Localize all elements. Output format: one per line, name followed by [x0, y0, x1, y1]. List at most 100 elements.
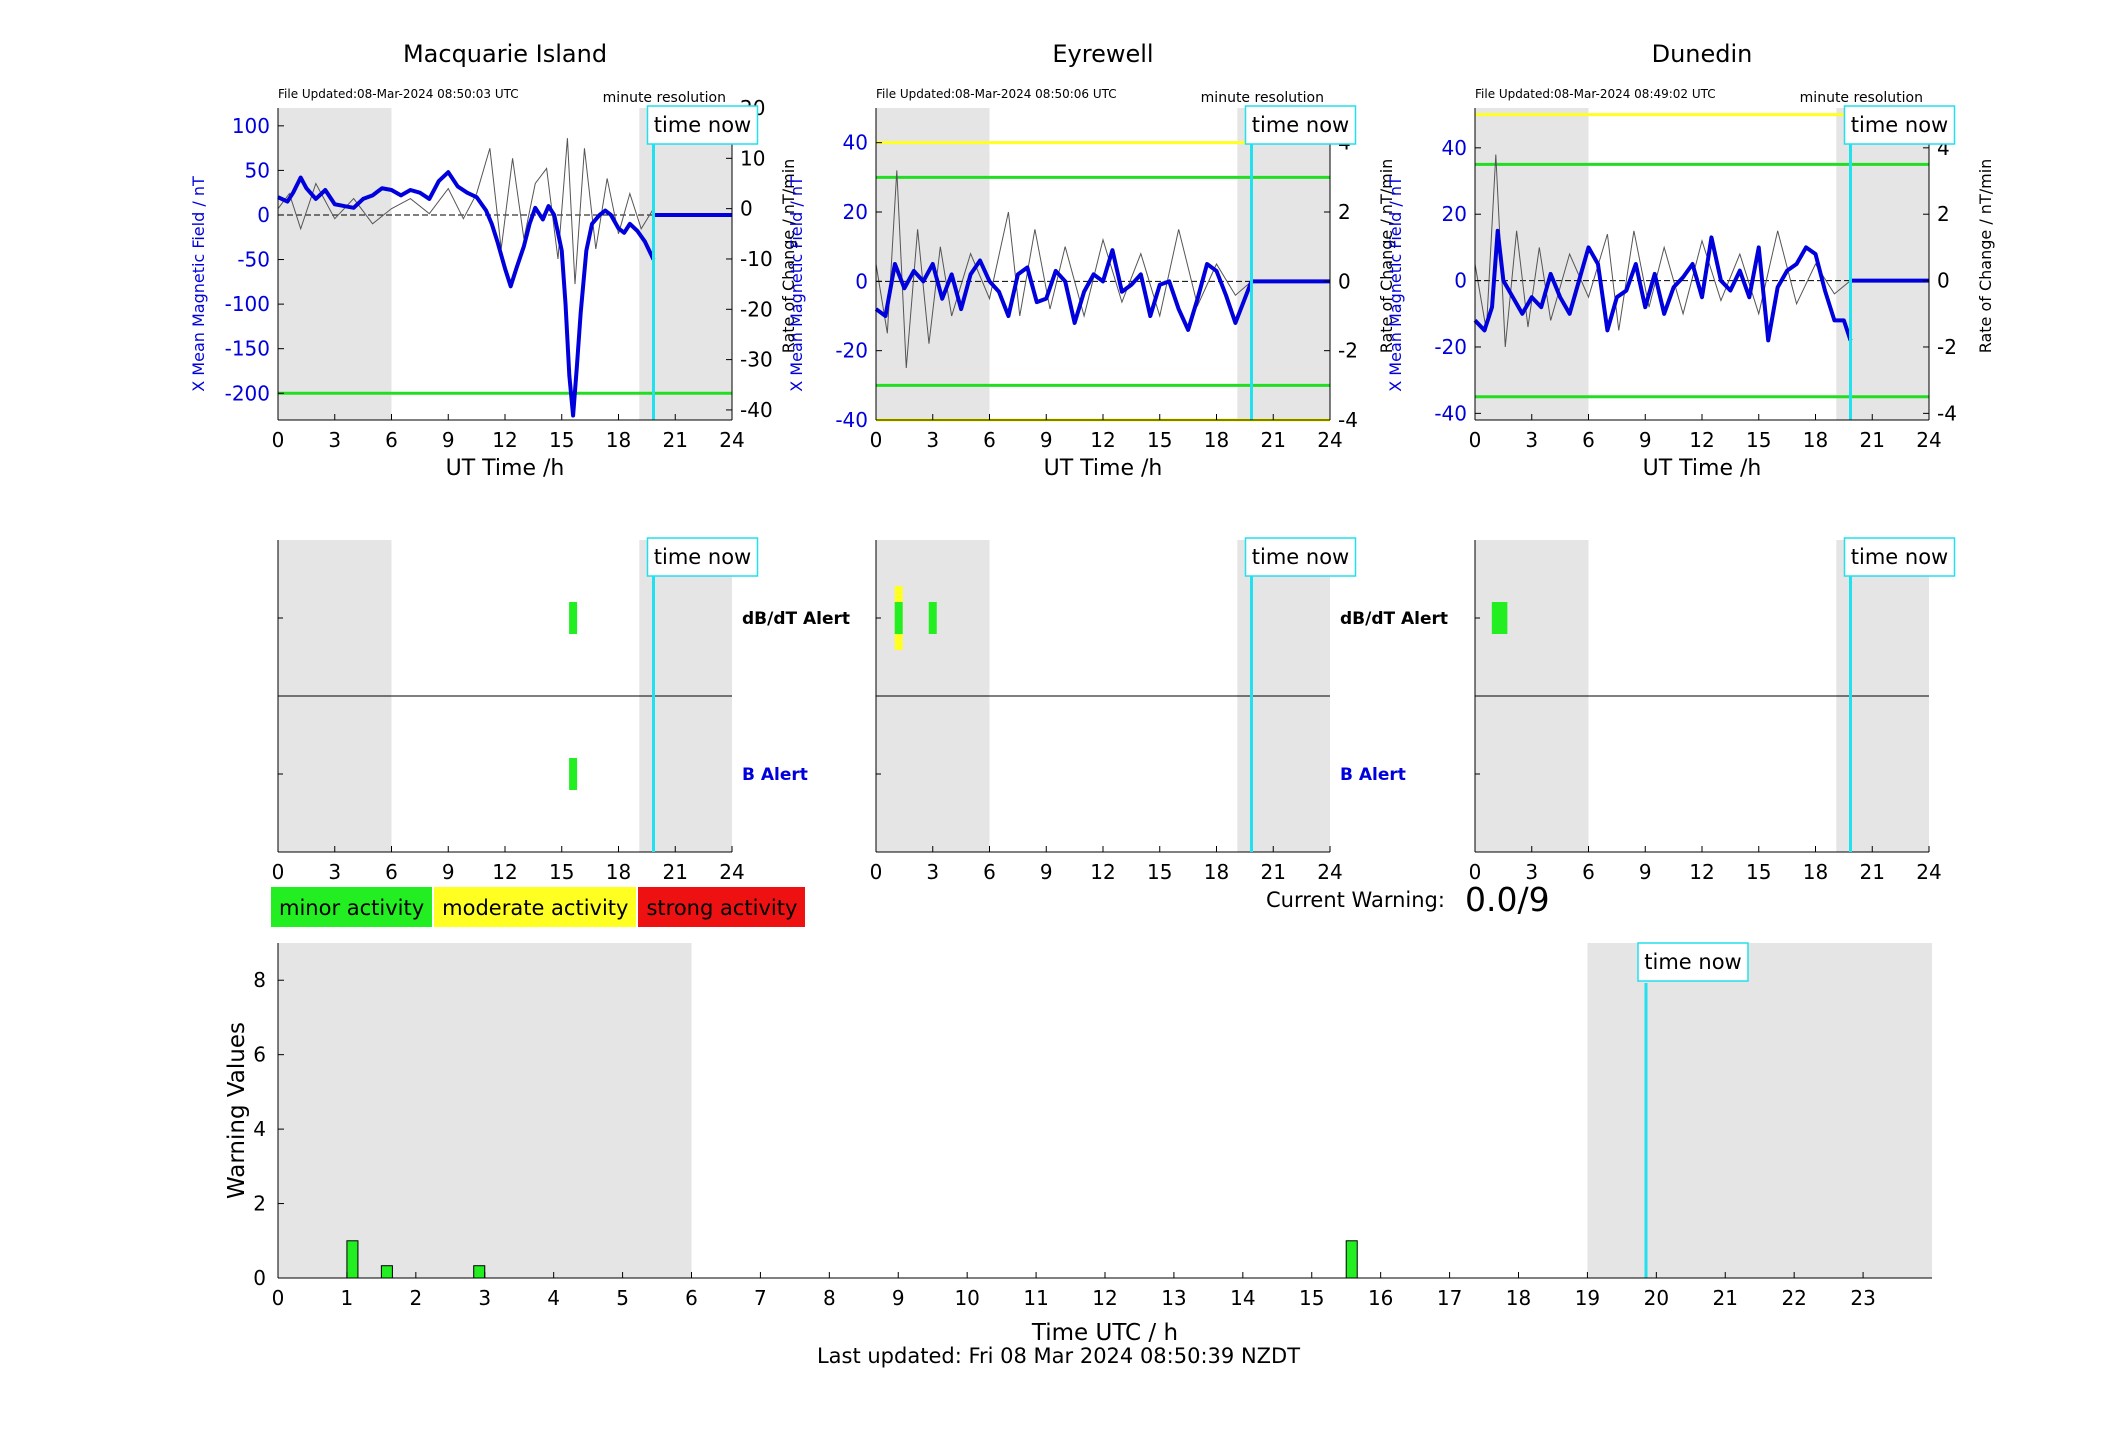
x-tick-label: 24: [1317, 860, 1342, 884]
y-axis-label-left: X Mean Magnetic Field / nT: [787, 176, 806, 392]
legend-moderate: moderate activity: [433, 886, 638, 928]
x-tick-label: 18: [1204, 428, 1229, 452]
x-tick-label: 19: [1575, 1286, 1600, 1310]
b-alert-label: B Alert: [742, 765, 808, 785]
x-tick-label: 0: [1469, 428, 1482, 452]
y-tick-label-left: 20: [1442, 202, 1467, 226]
y-tick-label-right: 0: [1338, 269, 1351, 293]
y-tick-label-left: 20: [843, 200, 868, 224]
station-title: Macquarie Island: [403, 40, 607, 68]
y-tick-label-left: -200: [225, 381, 270, 405]
warning-bar: [1345, 1240, 1358, 1279]
x-tick-label: 12: [1090, 428, 1115, 452]
x-tick-label: 3: [1525, 860, 1538, 884]
y-tick-label-left: 40: [843, 131, 868, 155]
time-now-box: [1244, 537, 1357, 577]
y-tick-label-left: -20: [835, 339, 868, 363]
x-tick-label: 13: [1161, 1286, 1186, 1310]
time-now-box: [1843, 105, 1956, 145]
x-tick-label: 6: [983, 860, 996, 884]
y-tick-label-left: -150: [225, 337, 270, 361]
y-tick-label-left: 50: [245, 158, 270, 182]
x-tick-label: 6: [385, 860, 398, 884]
y-tick-label-right: 10: [740, 146, 765, 170]
x-tick-label: 3: [328, 860, 341, 884]
time-now-box: [646, 105, 759, 145]
x-tick-label: 6: [385, 428, 398, 452]
y-tick-label-left: 0: [855, 269, 868, 293]
x-tick-label: 21: [1860, 428, 1885, 452]
warning-bar: [346, 1240, 359, 1279]
x-tick-label: 15: [549, 860, 574, 884]
time-now-box: [646, 537, 759, 577]
x-tick-label: 20: [1644, 1286, 1669, 1310]
station-title: Dunedin: [1652, 40, 1753, 68]
y-tick-label-right: 0: [740, 197, 753, 221]
alert-marker-minor: [569, 758, 578, 790]
db-dt-alert-label: dB/dT Alert: [1340, 609, 1448, 629]
night-shading: [1475, 108, 1589, 420]
db-dt-alert-label: dB/dT Alert: [742, 609, 850, 629]
b-alert-label: B Alert: [1340, 765, 1406, 785]
y-tick-label-right: 2: [1937, 202, 1950, 226]
x-tick-label: 0: [870, 428, 883, 452]
y-tick-label-left: -20: [1434, 335, 1467, 359]
y-tick-label-left: 0: [257, 203, 270, 227]
y-tick-label-left: -50: [237, 248, 270, 272]
x-tick-label: 18: [606, 860, 631, 884]
y-tick-label-right: -10: [740, 247, 773, 271]
x-tick-label: 12: [492, 428, 517, 452]
y-tick-label-right: -2: [1338, 339, 1358, 363]
x-tick-label: 0: [272, 860, 285, 884]
y-axis-label-right: Rate of Change / nT/min: [1976, 159, 1995, 354]
field-line: [874, 248, 1254, 332]
warning-bar: [380, 1265, 393, 1279]
time-now-label: time now: [1644, 950, 1741, 974]
x-tick-label: 9: [1639, 860, 1652, 884]
y-tick-label-left: 0: [1454, 269, 1467, 293]
x-tick-label: 18: [1506, 1286, 1531, 1310]
y-tick-label-right: -2: [1937, 335, 1957, 359]
time-now-label: time now: [1252, 113, 1349, 137]
x-tick-label: 9: [1040, 860, 1053, 884]
y-tick-label-right: 2: [1338, 200, 1351, 224]
x-tick-label: 15: [549, 428, 574, 452]
rate-of-change-line: [875, 170, 1252, 369]
resolution-note: minute resolution: [603, 90, 726, 106]
y-tick-label-left: -40: [835, 408, 868, 432]
x-tick-label: 12: [1689, 428, 1714, 452]
x-tick-label: 9: [1040, 428, 1053, 452]
x-tick-label: 2: [409, 1286, 422, 1310]
y-tick-label-right: -30: [740, 348, 773, 372]
x-tick-label: 23: [1850, 1286, 1875, 1310]
x-tick-label: 21: [1261, 428, 1286, 452]
activity-legend: minor activity moderate activity strong …: [270, 886, 807, 928]
x-tick-label: 8: [823, 1286, 836, 1310]
y-tick-label-left: 40: [1442, 136, 1467, 160]
resolution-note: minute resolution: [1201, 90, 1324, 106]
legend-strong: strong activity: [637, 886, 807, 928]
x-tick-label: 21: [1860, 860, 1885, 884]
x-tick-label: 22: [1781, 1286, 1806, 1310]
x-tick-label: 15: [1147, 428, 1172, 452]
resolution-note: minute resolution: [1800, 90, 1923, 106]
y-axis-label: Warning Values: [224, 1022, 250, 1199]
y-tick-label-left: 100: [232, 114, 270, 138]
time-now-box: [1843, 537, 1956, 577]
x-tick-label: 24: [1916, 428, 1941, 452]
current-warning-label: Current Warning:: [1266, 888, 1445, 912]
x-tick-label: 15: [1746, 860, 1771, 884]
rate-of-change-line: [1474, 154, 1851, 348]
x-tick-label: 15: [1147, 860, 1172, 884]
x-tick-label: 18: [1803, 428, 1828, 452]
x-tick-label: 9: [442, 428, 455, 452]
x-tick-label: 9: [892, 1286, 905, 1310]
x-tick-label: 12: [492, 860, 517, 884]
x-tick-label: 11: [1023, 1286, 1048, 1310]
field-line: [277, 170, 656, 418]
y-tick-label-right: -20: [740, 297, 773, 321]
x-tick-label: 12: [1689, 860, 1714, 884]
x-tick-label: 0: [1469, 860, 1482, 884]
y-tick-label-right: -40: [740, 398, 773, 422]
x-tick-label: 6: [983, 428, 996, 452]
